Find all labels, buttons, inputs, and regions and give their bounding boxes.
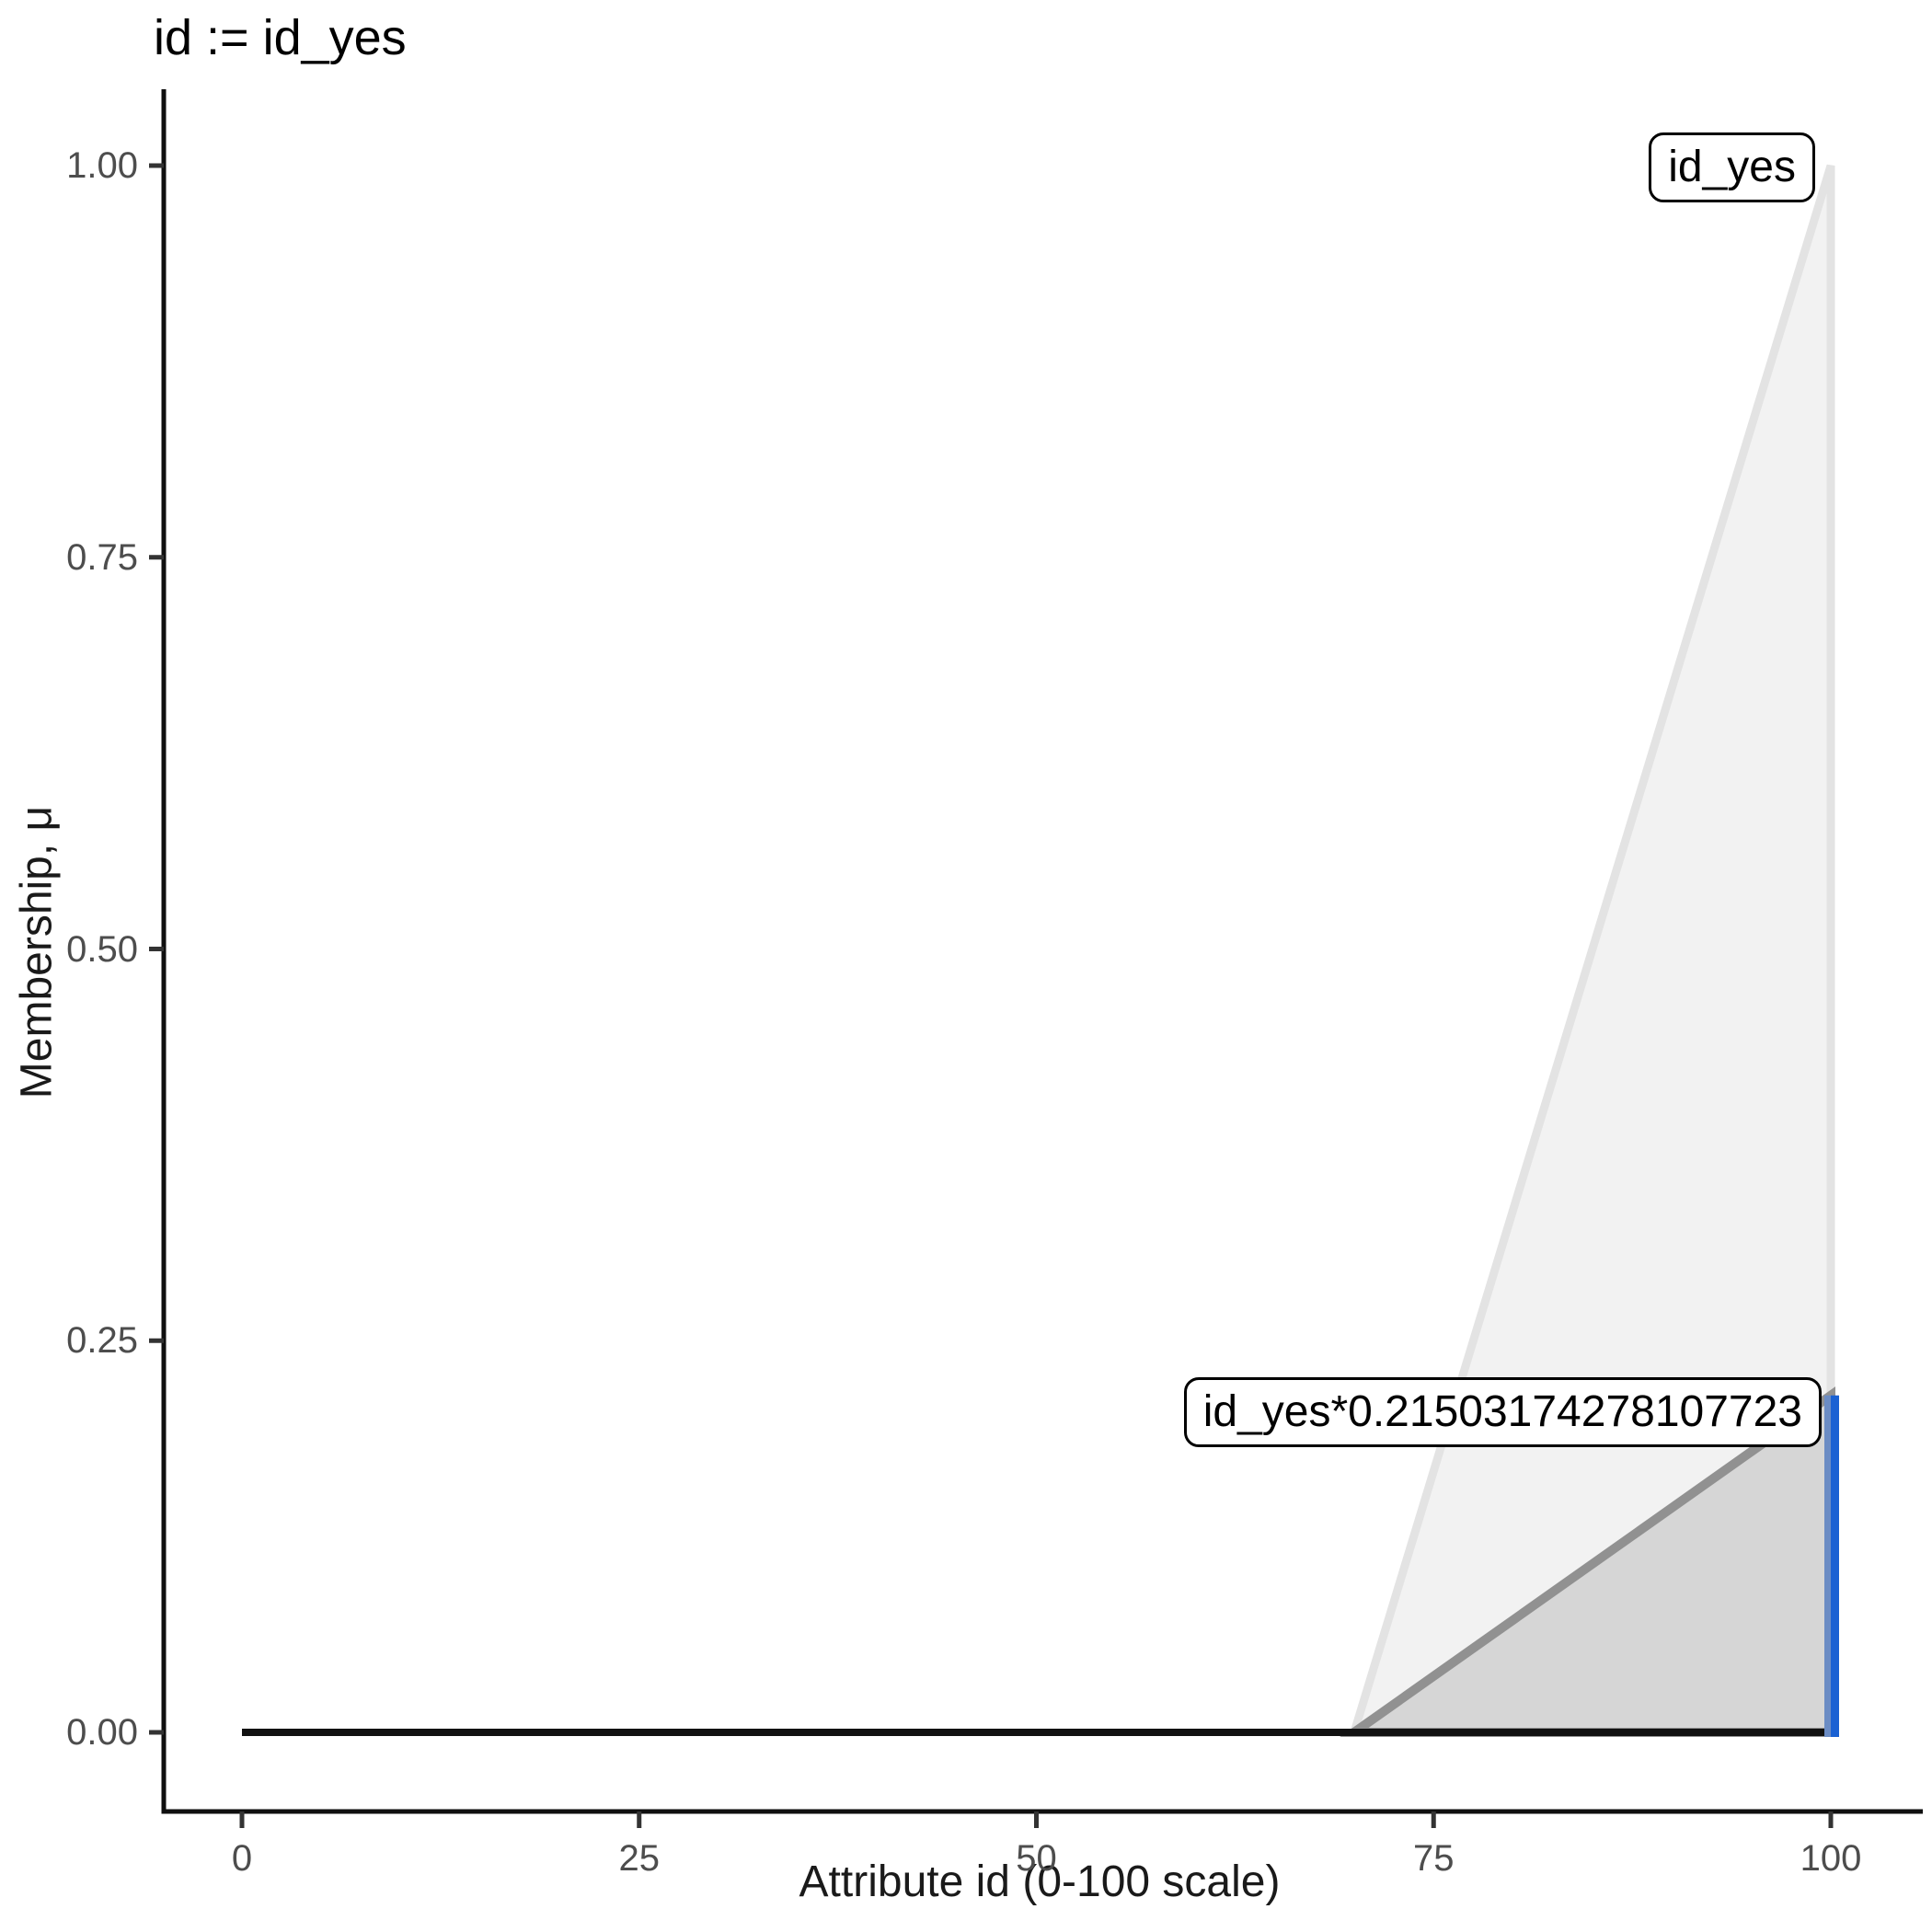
y-tick-label: 0.50: [66, 928, 138, 970]
plot-title: id := id_yes: [154, 10, 407, 65]
x-axis-title: Attribute id (0-100 scale): [799, 1857, 1281, 1906]
x-tick-label: 0: [231, 1838, 253, 1879]
y-tick-label: 0.75: [66, 536, 138, 578]
x-tick-label: 100: [1800, 1838, 1862, 1879]
annotation-text-id-yes: id_yes: [1668, 143, 1796, 191]
y-tick-label: 0.00: [66, 1712, 138, 1753]
y-tick-label: 0.25: [66, 1320, 138, 1362]
x-tick-label: 50: [1016, 1838, 1057, 1879]
annotation-box-id-yes: id_yes: [1649, 132, 1815, 202]
annotation-box-id-yes-scaled: id_yes*0.21503174278107723: [1183, 1377, 1822, 1447]
annotation-text-id-yes-scaled: id_yes*0.21503174278107723: [1202, 1387, 1802, 1436]
x-tick-label: 75: [1413, 1838, 1455, 1879]
x-tick-label: 25: [618, 1838, 661, 1879]
y-tick-label: 1.00: [66, 145, 138, 186]
